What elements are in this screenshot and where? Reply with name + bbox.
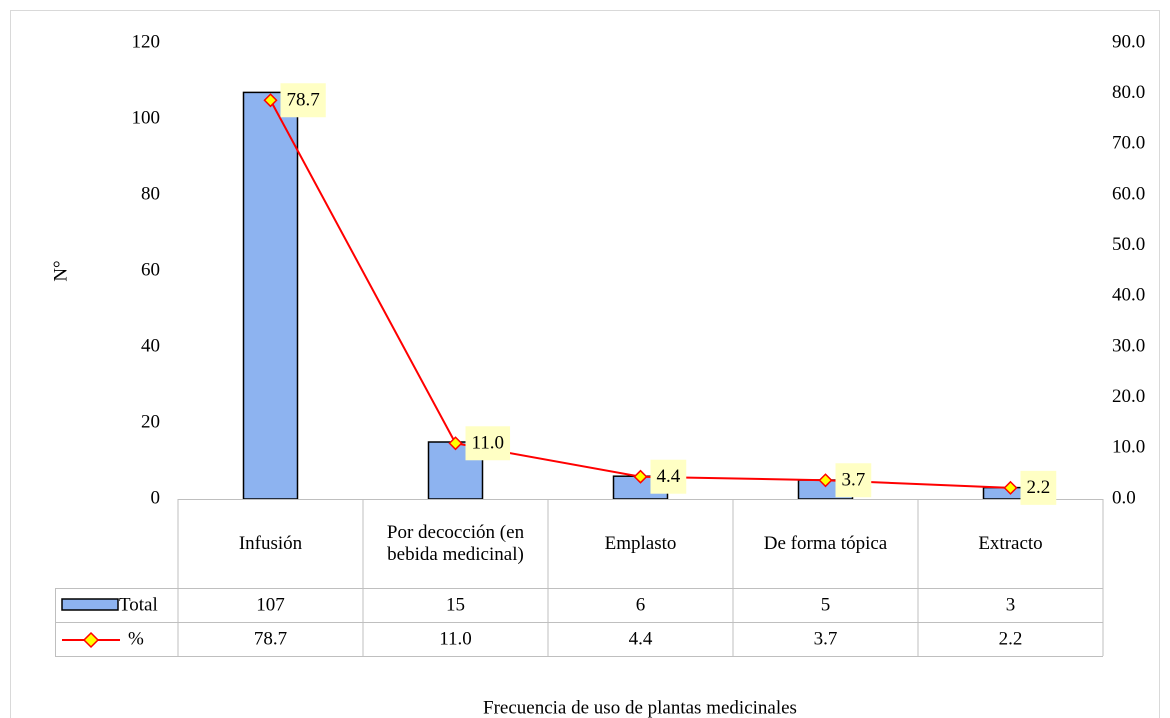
x-tick-label-box: Extracto bbox=[978, 533, 1043, 554]
y-tick-label: 0 bbox=[151, 487, 161, 508]
legend-swatch bbox=[61, 598, 119, 611]
y2-tick-label: 40.0 bbox=[1112, 285, 1145, 306]
bar bbox=[242, 91, 299, 500]
y2-tick-label: 90.0 bbox=[1112, 31, 1145, 52]
y2-tick-label: 10.0 bbox=[1112, 437, 1145, 458]
y-tick-label: 120 bbox=[132, 31, 161, 52]
x-tick-label-box: Por decocción (en bebida medicinal) bbox=[386, 522, 525, 565]
data-label: 3.7 bbox=[842, 470, 866, 491]
y-tick-label: 100 bbox=[132, 107, 161, 128]
data-label-box bbox=[280, 83, 326, 118]
line-marker bbox=[1003, 480, 1018, 495]
data-label-box bbox=[835, 463, 872, 498]
x-tick-label-box: De forma tópica bbox=[763, 533, 888, 554]
data-label-box bbox=[650, 459, 687, 494]
x-tick-label: Infusión bbox=[238, 533, 303, 554]
line bbox=[269, 99, 1011, 489]
x-tick-label-box: Emplasto bbox=[604, 533, 677, 554]
y2-tick-label: 30.0 bbox=[1112, 335, 1145, 356]
table-cell: 78.7 bbox=[254, 628, 287, 649]
x-tick-label-box: Infusión bbox=[238, 533, 303, 554]
line-marker bbox=[448, 436, 463, 451]
data-label: 78.7 bbox=[287, 90, 320, 111]
x-tick-label: De forma tópica bbox=[763, 533, 888, 554]
table-cell: 15 bbox=[446, 594, 465, 615]
y2-tick-label: 20.0 bbox=[1112, 386, 1145, 407]
table-cell: 5 bbox=[821, 594, 831, 615]
data-label-box bbox=[465, 426, 511, 461]
table-cell: 11.0 bbox=[439, 628, 472, 649]
table-cell: 2.2 bbox=[999, 628, 1023, 649]
y-tick-label: 20 bbox=[141, 411, 160, 432]
chart-frame bbox=[10, 10, 1160, 718]
data-label-box bbox=[1020, 470, 1057, 505]
legend-label: Total bbox=[119, 594, 158, 615]
data-label: 4.4 bbox=[657, 466, 681, 487]
line-marker bbox=[633, 469, 648, 484]
y-tick-label: 40 bbox=[141, 335, 160, 356]
y-axis-title: N° bbox=[50, 260, 71, 281]
legend-label: % bbox=[128, 628, 144, 649]
y-tick-label: 60 bbox=[141, 259, 160, 280]
x-tick-label: Extracto bbox=[978, 533, 1043, 554]
y2-tick-label: 80.0 bbox=[1112, 82, 1145, 103]
table-cell: 4.4 bbox=[629, 628, 653, 649]
data-label: 11.0 bbox=[472, 433, 505, 454]
table-cell: 107 bbox=[256, 594, 285, 615]
table-cell: 6 bbox=[636, 594, 646, 615]
data-label: 2.2 bbox=[1027, 477, 1051, 498]
legend-marker bbox=[82, 631, 100, 649]
x-tick-label: Emplasto bbox=[604, 533, 677, 554]
line-marker bbox=[263, 93, 278, 108]
y2-tick-label: 50.0 bbox=[1112, 234, 1145, 255]
y2-tick-label: 70.0 bbox=[1112, 133, 1145, 154]
y2-tick-label: 0.0 bbox=[1112, 487, 1136, 508]
x-tick-label: Por decocción (en bebida medicinal) bbox=[386, 522, 525, 565]
table-cell: 3 bbox=[1006, 594, 1016, 615]
table-cell: 3.7 bbox=[814, 628, 838, 649]
line-marker bbox=[818, 473, 833, 488]
y2-tick-label: 60.0 bbox=[1112, 183, 1145, 204]
y-tick-label: 80 bbox=[141, 183, 160, 204]
x-axis-title: Frecuencia de uso de plantas medicinales bbox=[483, 697, 797, 718]
